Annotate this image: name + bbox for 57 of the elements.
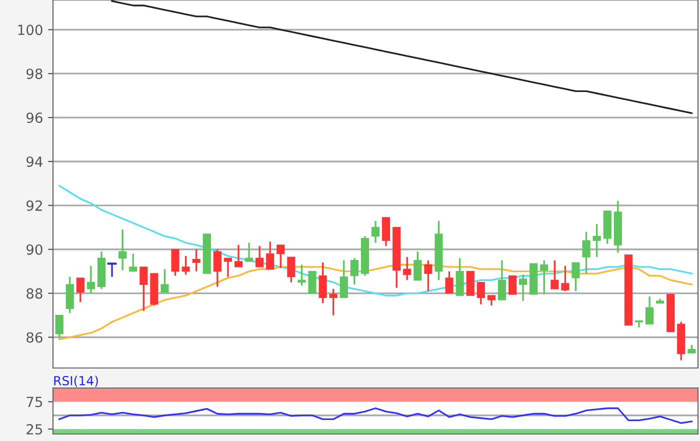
y-tick-label: 92 — [26, 200, 42, 211]
candlestick — [403, 256, 412, 281]
y-tick-label: 96 — [26, 112, 42, 124]
candlestick — [308, 270, 316, 294]
candlestick — [424, 260, 432, 292]
candlestick — [340, 260, 348, 299]
candlestick — [244, 242, 254, 262]
y-tick-label: 90 — [26, 244, 42, 255]
candlestick — [140, 266, 148, 312]
y-tick-label: 86 — [26, 332, 42, 343]
candlestick — [476, 281, 485, 306]
candlestick — [129, 252, 138, 272]
candlestick — [224, 257, 232, 278]
candlestick — [592, 223, 601, 258]
candlestick — [329, 288, 338, 316]
line-series — [111, 0, 693, 114]
candlestick — [118, 228, 127, 272]
candlestick — [266, 240, 274, 270]
candlestick — [487, 294, 496, 306]
candlestick — [318, 262, 327, 304]
candlestick — [498, 260, 506, 301]
candlestick — [645, 296, 654, 325]
candlestick — [287, 256, 296, 284]
candlestick — [55, 314, 64, 340]
candlestick — [508, 275, 517, 295]
candlestick — [519, 274, 528, 302]
candlestick — [582, 230, 590, 274]
candlestick — [171, 248, 180, 277]
line-series — [58, 184, 693, 296]
candlestick — [445, 270, 454, 294]
chart-title: RSI(14) — [54, 376, 98, 387]
line-series — [58, 407, 693, 424]
candlestick — [192, 248, 200, 272]
candlestick — [234, 244, 243, 268]
candlestick — [371, 220, 380, 244]
y-tick-label: 75 — [26, 396, 42, 408]
candlestick — [382, 216, 390, 247]
candlestick — [350, 257, 358, 286]
y-tick-label: 94 — [26, 156, 42, 167]
candlestick — [76, 277, 84, 303]
candlestick — [276, 244, 285, 269]
candlestick — [414, 250, 422, 281]
candlestick — [107, 262, 117, 278]
candlestick — [561, 265, 570, 292]
candlestick — [256, 245, 264, 268]
candlestick — [213, 248, 222, 288]
candlestick — [298, 264, 306, 286]
candlestick — [540, 260, 548, 296]
y-tick-label: 100 — [18, 24, 42, 36]
candlestick — [182, 255, 190, 276]
y-tick-label: 98 — [26, 68, 42, 80]
candlestick — [86, 265, 95, 294]
candlestick — [572, 262, 580, 292]
candlestick — [550, 260, 559, 290]
y-tick-label: 88 — [26, 288, 42, 299]
candlestick — [160, 268, 169, 294]
y-tick-label: 25 — [26, 424, 42, 435]
